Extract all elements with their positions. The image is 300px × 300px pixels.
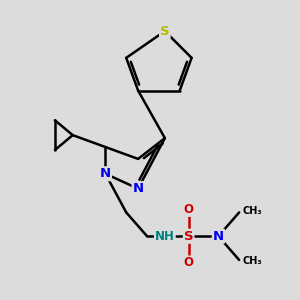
Text: N: N <box>133 182 144 195</box>
Text: O: O <box>184 203 194 216</box>
Text: S: S <box>160 25 170 38</box>
Text: S: S <box>184 230 194 243</box>
Text: NH: NH <box>155 230 175 243</box>
Text: N: N <box>213 230 224 243</box>
Text: CH₃: CH₃ <box>242 256 262 266</box>
Text: O: O <box>184 256 194 269</box>
Text: CH₃: CH₃ <box>242 206 262 216</box>
Text: N: N <box>100 167 111 180</box>
